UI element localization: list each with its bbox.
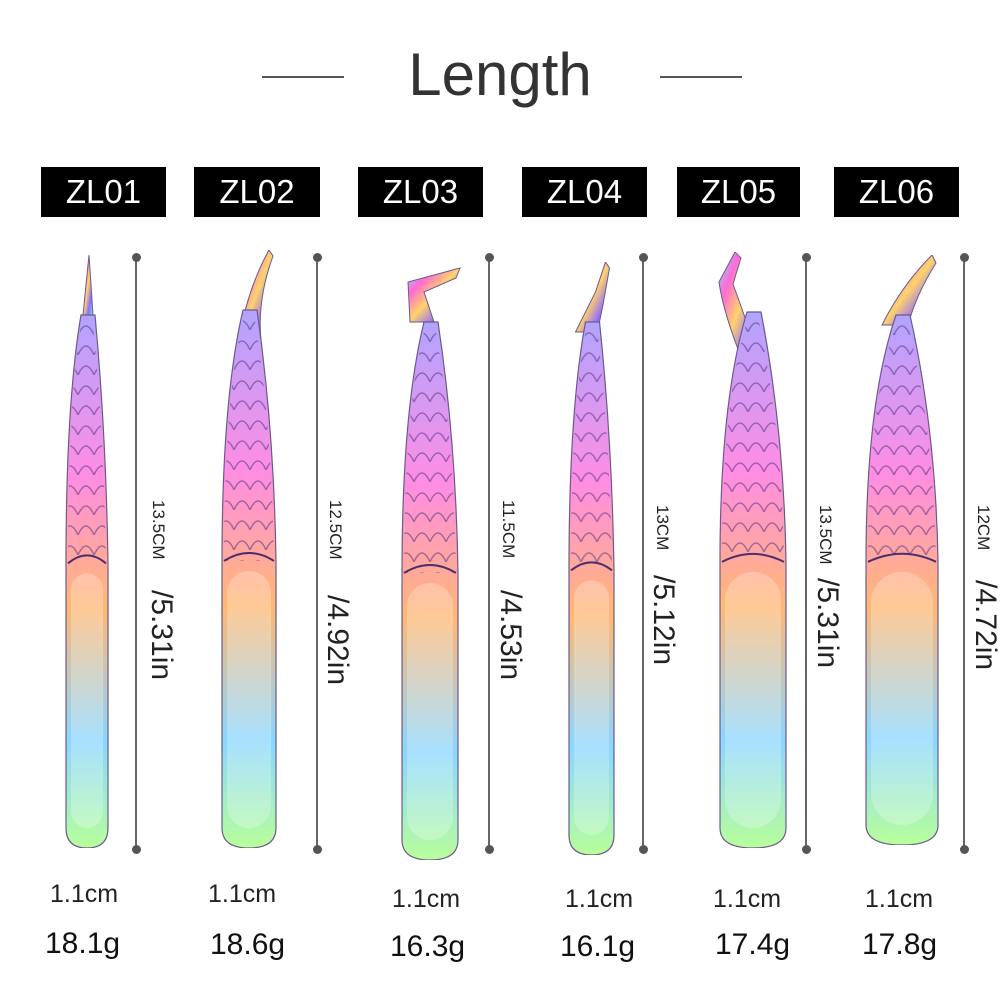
dimension-end-dot [801,845,811,854]
width-value: 1.1cm [50,880,119,908]
dimension-end-dot [801,253,811,262]
dimension-end-dot [484,845,494,854]
rainbow-tweezer-icon [716,251,790,853]
length-cm: 12.5CM [326,500,345,560]
title-line-right [660,76,742,78]
dimension-line-icon [316,255,318,850]
model-label: ZL06 [834,167,959,217]
dimension-end-dot [959,845,969,854]
weight-value: 17.4g [715,928,791,961]
dimension-end-dot [131,253,141,262]
dimension-end-dot [484,253,494,262]
length-cm: 13.5CM [149,500,168,560]
rainbow-tweezer-icon [398,262,462,865]
width-value: 1.1cm [392,885,461,913]
dimension-end-dot [638,845,648,854]
length-inch: /4.53in [494,590,527,681]
length-inch: /5.12in [647,575,680,666]
length-inch: /4.72in [969,580,1000,671]
length-cm: 12CM [974,505,993,551]
length-cm: 11.5CM [499,500,518,559]
rainbow-tweezer-icon [62,254,112,853]
length-inch: /4.92in [321,595,354,686]
length-cm: 13.5CM [816,505,835,565]
weight-value: 16.1g [560,930,636,963]
dimension-line-icon [963,255,965,850]
dimension-line-icon [135,255,137,850]
rainbow-tweezer-icon [862,254,942,850]
dimension-end-dot [638,253,648,262]
width-value: 1.1cm [713,885,782,913]
weight-value: 18.1g [45,927,121,960]
model-label: ZL05 [677,167,800,217]
length-inch: /5.31in [811,578,844,669]
dimension-end-dot [312,845,322,854]
dimension-end-dot [312,253,322,262]
length-cm: 13CM [653,505,672,551]
weight-value: 17.8g [862,928,938,961]
dimension-end-dot [131,845,141,854]
dimension-end-dot [959,253,969,262]
dimension-line-icon [805,255,807,850]
length-inch: /5.31in [145,590,178,681]
width-value: 1.1cm [208,880,277,908]
rainbow-tweezer-icon [218,249,280,853]
width-value: 1.1cm [865,885,934,913]
model-label: ZL01 [41,167,166,217]
page-title: Length [408,41,592,108]
dimension-line-icon [642,255,644,850]
rainbow-tweezer-icon [565,260,618,860]
width-value: 1.1cm [565,885,634,913]
weight-value: 18.6g [210,928,286,961]
weight-value: 16.3g [390,930,466,963]
model-label: ZL04 [522,167,647,217]
dimension-line-icon [488,255,490,850]
model-label: ZL02 [194,167,320,217]
title-line-left [262,76,344,78]
model-label: ZL03 [358,167,483,217]
